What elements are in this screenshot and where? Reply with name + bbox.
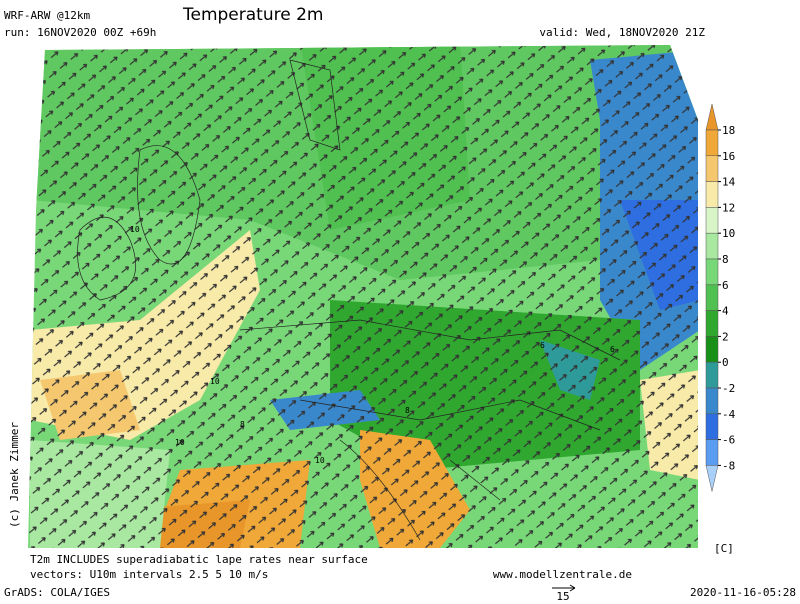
colorbar-label: 2 bbox=[722, 330, 729, 343]
colorbar-band bbox=[705, 129, 719, 157]
colorbar-label: 6 bbox=[722, 279, 729, 292]
reference-vector-head bbox=[569, 584, 576, 592]
note-line-2: vectors: U10m intervals 2.5 5 10 m/s bbox=[30, 568, 268, 581]
colorbar-label: -2 bbox=[722, 382, 735, 395]
colorbar-band bbox=[705, 336, 719, 363]
colorbar-label: 8 bbox=[722, 253, 729, 266]
colorbar-band bbox=[705, 387, 719, 415]
timestamp: 2020-11-16-05:28 bbox=[690, 586, 796, 599]
colorbar-label: 10 bbox=[722, 227, 735, 240]
credit: (c) Janek Zimmer bbox=[8, 422, 21, 528]
colorbar-band bbox=[705, 413, 719, 440]
colorbar-label: -4 bbox=[722, 408, 736, 421]
valid-label: valid: Wed, 18NOV2020 21Z bbox=[539, 26, 705, 39]
contour-label: 10 bbox=[315, 456, 325, 465]
run-label: run: 16NOV2020 00Z +69h bbox=[4, 26, 156, 39]
colorbar-label: 16 bbox=[722, 150, 735, 163]
colorbar: 18 16 14 12 10 8 6 4 2 0 -2 -4 -6 -8 bbox=[705, 103, 736, 492]
colorbar-band bbox=[705, 181, 719, 208]
website: www.modellzentrale.de bbox=[493, 568, 632, 581]
contour-label: 10 bbox=[175, 438, 185, 447]
contour-label: 8 bbox=[240, 420, 245, 429]
colorbar-band bbox=[705, 155, 719, 182]
colorbar-label: 12 bbox=[722, 201, 735, 214]
colorbar-band bbox=[705, 361, 719, 389]
reference-vector-label: 15 bbox=[556, 590, 569, 600]
colorbar-label: 0 bbox=[722, 356, 729, 369]
colorbar-label: -8 bbox=[722, 459, 735, 472]
colorbar-band bbox=[705, 310, 719, 337]
contour-label: 10 bbox=[210, 377, 220, 386]
title: Temperature 2m bbox=[182, 5, 323, 25]
map bbox=[28, 45, 698, 548]
colorbar-label: 18 bbox=[722, 124, 735, 137]
note-line-1: T2m INCLUDES superadiabatic lape rates n… bbox=[30, 553, 368, 566]
grads-label: GrADS: COLA/IGES bbox=[4, 586, 110, 599]
colorbar-band bbox=[705, 258, 719, 286]
colorbar-band bbox=[705, 284, 719, 311]
colorbar-band bbox=[705, 439, 719, 466]
colorbar-label: -6 bbox=[722, 434, 735, 447]
contour-labels: 10 10 10 8 6 6 8 10 bbox=[130, 225, 615, 465]
colorbar-band bbox=[705, 232, 719, 260]
contour-label: 8 bbox=[405, 406, 410, 415]
contour-label: 6 bbox=[610, 345, 615, 354]
colorbar-end bbox=[705, 465, 719, 492]
contour-label: 6 bbox=[540, 341, 545, 350]
colorbar-end bbox=[705, 103, 719, 131]
unit-label: [C] bbox=[714, 542, 734, 555]
colorbar-label: 4 bbox=[722, 305, 729, 318]
model-label: WRF-ARW @12km bbox=[4, 9, 90, 22]
colorbar-label: 14 bbox=[722, 176, 736, 189]
contour-label: 10 bbox=[130, 225, 140, 234]
colorbar-band bbox=[705, 207, 719, 234]
